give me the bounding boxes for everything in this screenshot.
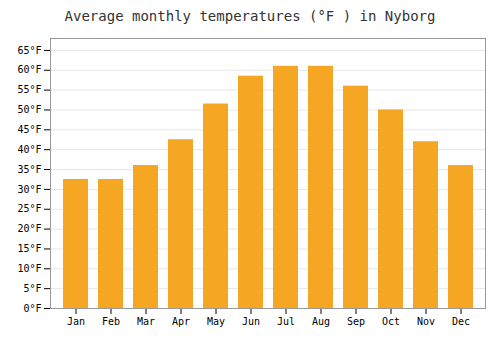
svg-text:20°F: 20°F — [17, 223, 41, 234]
svg-text:5°F: 5°F — [23, 283, 41, 294]
svg-text:50°F: 50°F — [17, 104, 41, 115]
svg-text:30°F: 30°F — [17, 184, 41, 195]
svg-text:Aug: Aug — [312, 316, 330, 327]
svg-text:10°F: 10°F — [17, 263, 41, 274]
svg-text:Oct: Oct — [382, 316, 400, 327]
svg-text:60°F: 60°F — [17, 64, 41, 75]
svg-text:Dec: Dec — [452, 316, 470, 327]
svg-text:Mar: Mar — [137, 316, 155, 327]
html-text:Average monthly temperatures (: Average monthly temperatures (°F ) in Ny… — [64, 8, 436, 24]
svg-text:Jul: Jul — [277, 316, 295, 327]
svg-text:0°F: 0°F — [23, 303, 41, 314]
svg-text:Apr: Apr — [172, 316, 190, 327]
svg-text:55°F: 55°F — [17, 84, 41, 95]
svg-text:35°F: 35°F — [17, 164, 41, 175]
svg-text:Feb: Feb — [102, 316, 120, 327]
svg-text:Jan: Jan — [67, 316, 85, 327]
svg-text:Sep: Sep — [347, 316, 365, 327]
svg-text:15°F: 15°F — [17, 243, 41, 254]
svg-text:25°F: 25°F — [17, 203, 41, 214]
svg-text:45°F: 45°F — [17, 124, 41, 135]
svg-text:Nov: Nov — [417, 316, 435, 327]
svg-text:Jun: Jun — [242, 316, 260, 327]
svg-text:65°F: 65°F — [17, 45, 41, 56]
svg-text:May: May — [207, 316, 225, 327]
svg-text:40°F: 40°F — [17, 144, 41, 155]
